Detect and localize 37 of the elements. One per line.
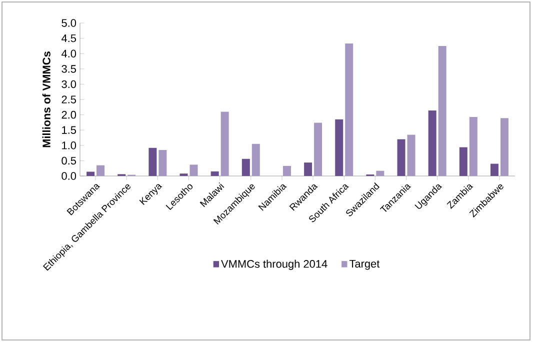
- bar: [158, 150, 167, 176]
- bar: [345, 44, 354, 176]
- bar: [500, 118, 508, 176]
- y-tick-label: 4.0: [61, 50, 76, 58]
- bar: [314, 122, 322, 176]
- bar: [459, 147, 468, 176]
- bar: [304, 162, 312, 176]
- legend-label: VMMCs through 2014: [221, 260, 328, 270]
- y-tick-label: 1.0: [62, 142, 76, 150]
- bar: [210, 171, 219, 176]
- bar: [397, 139, 406, 176]
- bar: [428, 110, 436, 176]
- bar: [490, 164, 498, 176]
- bar: [282, 166, 291, 176]
- y-tick-label: 5.0: [62, 19, 76, 27]
- bar: [220, 112, 229, 176]
- y-tick-label: 0.5: [62, 156, 76, 165]
- y-tick-label: 4.5: [61, 34, 76, 42]
- bar: [469, 116, 478, 176]
- bar: [148, 148, 157, 176]
- bar: [438, 46, 446, 176]
- y-tick-label: 1.5: [62, 126, 76, 134]
- y-tick-label: 2.5: [62, 96, 76, 104]
- bar: [407, 134, 416, 176]
- y-tick-label: 2.0: [62, 110, 76, 119]
- bar: [335, 119, 344, 176]
- bar: [190, 164, 198, 176]
- y-axis-title: Millions of VMMCs: [42, 52, 50, 148]
- bar: [252, 144, 260, 176]
- y-tick-label: 3.5: [62, 65, 76, 73]
- bar: [96, 165, 105, 176]
- y-tick-label: 3.0: [62, 80, 76, 88]
- legend-label: Target: [349, 260, 380, 270]
- bar: [86, 172, 95, 176]
- bar: [376, 170, 384, 176]
- bar: [242, 158, 250, 176]
- y-tick-label: 0.0: [62, 172, 76, 180]
